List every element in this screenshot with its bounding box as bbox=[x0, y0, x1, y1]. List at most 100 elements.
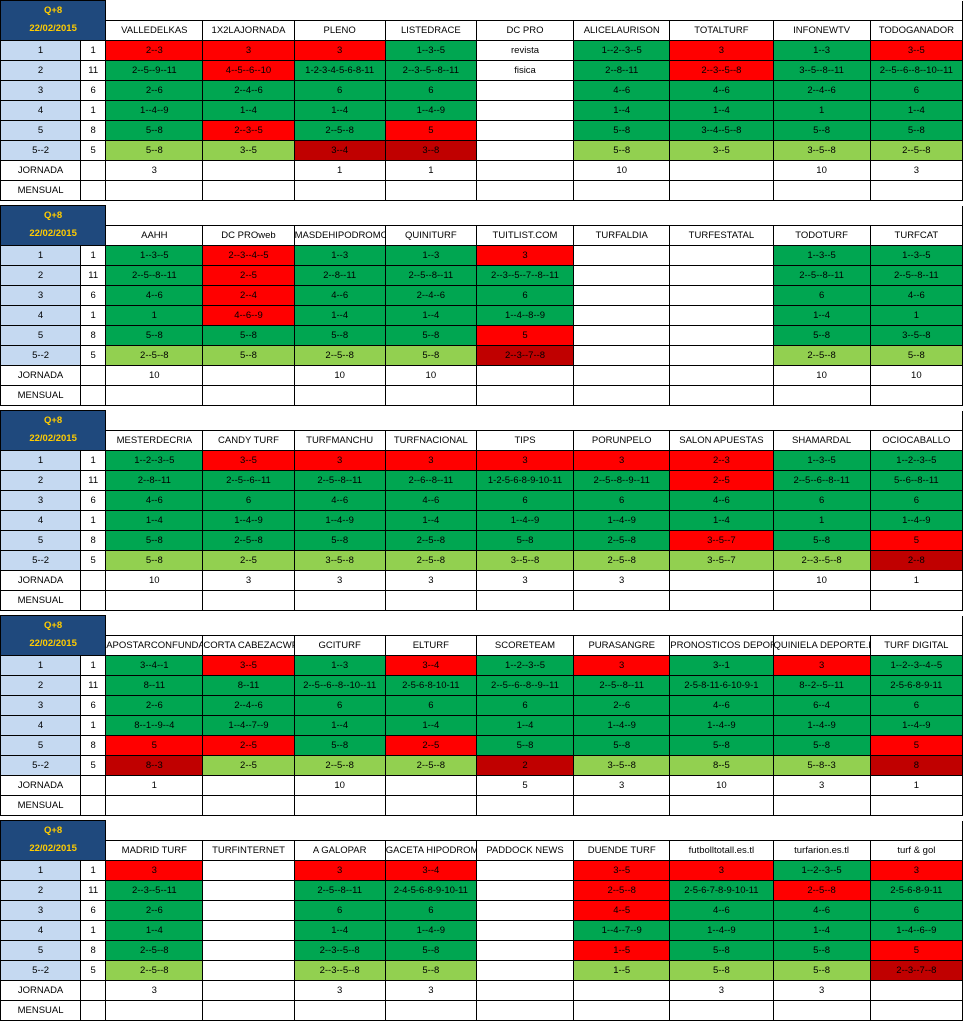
winner-cell[interactable]: 5 bbox=[80, 959, 107, 981]
race-label-cell[interactable]: 4 bbox=[0, 304, 82, 326]
pick-cell[interactable]: 1--4 bbox=[869, 99, 963, 121]
pick-cell[interactable]: 2--3--5--8 bbox=[772, 549, 871, 571]
pick-cell[interactable]: 5--8 bbox=[772, 324, 871, 346]
column-header[interactable]: TURFMANCHU bbox=[293, 429, 386, 451]
pick-cell[interactable] bbox=[573, 284, 671, 306]
pick-cell[interactable]: 6 bbox=[869, 694, 963, 716]
pick-cell[interactable]: 2--5--8 bbox=[772, 344, 871, 366]
race-label-cell[interactable]: 2 bbox=[0, 879, 82, 901]
pick-cell[interactable]: 5--6--8--11 bbox=[869, 469, 963, 491]
mensual-score-cell[interactable] bbox=[202, 999, 295, 1021]
pick-cell[interactable]: 2--5--6--8--9--11 bbox=[475, 674, 575, 696]
pick-cell[interactable]: 4--6--9 bbox=[202, 304, 295, 326]
pick-cell[interactable]: 5 bbox=[869, 734, 963, 756]
pick-cell[interactable] bbox=[475, 119, 575, 141]
pick-cell[interactable]: 1 bbox=[772, 509, 871, 531]
mensual-score-cell[interactable] bbox=[105, 794, 204, 816]
pick-cell[interactable]: 1--4 bbox=[202, 99, 295, 121]
column-header[interactable]: DC PRO bbox=[475, 19, 575, 41]
pick-cell[interactable]: 5--8 bbox=[573, 119, 671, 141]
jornada-score-cell[interactable] bbox=[475, 159, 575, 181]
mensual-score-cell[interactable] bbox=[105, 384, 204, 406]
race-label-cell[interactable]: 1 bbox=[0, 244, 82, 266]
blank-cell[interactable] bbox=[80, 794, 107, 816]
pick-cell[interactable] bbox=[202, 859, 295, 881]
pick-cell[interactable]: 6 bbox=[475, 284, 575, 306]
pick-cell[interactable]: 2--5--8 bbox=[573, 879, 671, 901]
pick-cell[interactable]: 1 bbox=[105, 304, 204, 326]
pick-cell[interactable]: 1--5 bbox=[573, 959, 671, 981]
jornada-label[interactable]: JORNADA bbox=[0, 159, 82, 181]
blank-cell[interactable] bbox=[80, 384, 107, 406]
pick-cell[interactable]: 2--5--8 bbox=[573, 549, 671, 571]
blank-cell[interactable] bbox=[80, 179, 107, 201]
mensual-score-cell[interactable] bbox=[669, 589, 774, 611]
pick-cell[interactable]: 1--4--9 bbox=[293, 509, 386, 531]
mensual-score-cell[interactable] bbox=[384, 794, 477, 816]
pick-cell[interactable]: 3 bbox=[475, 449, 575, 471]
pick-cell[interactable]: 4--6 bbox=[669, 694, 774, 716]
blank-band[interactable] bbox=[105, 0, 963, 21]
jornada-score-cell[interactable]: 3 bbox=[573, 569, 671, 591]
pick-cell[interactable]: fisica bbox=[475, 59, 575, 81]
pick-cell[interactable]: 3--5--8 bbox=[573, 754, 671, 776]
mensual-score-cell[interactable] bbox=[384, 179, 477, 201]
pick-cell[interactable]: 1--4--9 bbox=[573, 509, 671, 531]
column-header[interactable]: MESTERDECRIA bbox=[105, 429, 204, 451]
winner-cell[interactable]: 8 bbox=[80, 324, 107, 346]
pick-cell[interactable]: 1--2--3--5 bbox=[475, 654, 575, 676]
pick-cell[interactable]: 5--8 bbox=[669, 939, 774, 961]
mensual-score-cell[interactable] bbox=[202, 794, 295, 816]
jornada-score-cell[interactable]: 1 bbox=[293, 159, 386, 181]
pick-cell[interactable]: 5--8 bbox=[384, 939, 477, 961]
winner-cell[interactable]: 6 bbox=[80, 79, 107, 101]
jornada-score-cell[interactable]: 10 bbox=[384, 364, 477, 386]
race-label-cell[interactable]: 2 bbox=[0, 674, 82, 696]
blank-band[interactable] bbox=[105, 205, 963, 226]
pick-cell[interactable]: 5--8 bbox=[573, 734, 671, 756]
pick-cell[interactable]: 2--4--6 bbox=[772, 79, 871, 101]
pick-cell[interactable]: 6 bbox=[293, 694, 386, 716]
pick-cell[interactable]: 1--4 bbox=[293, 304, 386, 326]
column-header[interactable]: AAHH bbox=[105, 224, 204, 246]
column-header[interactable]: A GALOPAR bbox=[293, 839, 386, 861]
pick-cell[interactable]: 1--4 bbox=[293, 919, 386, 941]
pick-cell[interactable]: 1--4--9 bbox=[573, 714, 671, 736]
column-header[interactable]: turfarion.es.tl bbox=[772, 839, 871, 861]
pick-cell[interactable]: 5--8 bbox=[772, 119, 871, 141]
pick-cell[interactable]: 2--8--11 bbox=[293, 264, 386, 286]
jornada-score-cell[interactable]: 3 bbox=[475, 569, 575, 591]
pick-cell[interactable]: 2--5--6--8--10--11 bbox=[293, 674, 386, 696]
column-header[interactable]: OCIOCABALLO bbox=[869, 429, 963, 451]
pick-cell[interactable]: 1--4 bbox=[384, 304, 477, 326]
pick-cell[interactable]: 1--4--6--9 bbox=[869, 919, 963, 941]
pick-cell[interactable] bbox=[475, 959, 575, 981]
pick-cell[interactable] bbox=[202, 899, 295, 921]
pick-cell[interactable]: 1 bbox=[772, 99, 871, 121]
pick-cell[interactable]: 3--5--7 bbox=[669, 529, 774, 551]
pick-cell[interactable]: 2--8--11 bbox=[105, 469, 204, 491]
pick-cell[interactable]: 3--5--8 bbox=[772, 139, 871, 161]
mensual-score-cell[interactable] bbox=[573, 999, 671, 1021]
pick-cell[interactable]: 3 bbox=[384, 449, 477, 471]
pick-cell[interactable]: 5--8 bbox=[669, 959, 774, 981]
race-label-cell[interactable]: 4 bbox=[0, 509, 82, 531]
column-header[interactable]: TURFALDIA bbox=[573, 224, 671, 246]
pick-cell[interactable]: 5--8 bbox=[384, 344, 477, 366]
winner-cell[interactable]: 11 bbox=[80, 674, 107, 696]
pick-cell[interactable]: 2--5 bbox=[202, 754, 295, 776]
pick-cell[interactable]: 2--5--8 bbox=[202, 529, 295, 551]
pick-cell[interactable]: 2--3--5--8 bbox=[669, 59, 774, 81]
pick-cell[interactable]: 6 bbox=[475, 694, 575, 716]
pick-cell[interactable]: 8--3 bbox=[105, 754, 204, 776]
mensual-score-cell[interactable] bbox=[293, 794, 386, 816]
jornada-score-cell[interactable] bbox=[573, 979, 671, 1001]
pick-cell[interactable]: 3--4 bbox=[293, 139, 386, 161]
pick-cell[interactable]: 6 bbox=[772, 489, 871, 511]
pick-cell[interactable]: 1--4--9 bbox=[475, 509, 575, 531]
pick-cell[interactable]: 5--8 bbox=[105, 324, 204, 346]
pick-cell[interactable]: 3 bbox=[869, 859, 963, 881]
pick-cell[interactable]: 3 bbox=[475, 244, 575, 266]
pick-cell[interactable]: 5--8 bbox=[475, 529, 575, 551]
pick-cell[interactable]: 1--2--3--5 bbox=[105, 449, 204, 471]
